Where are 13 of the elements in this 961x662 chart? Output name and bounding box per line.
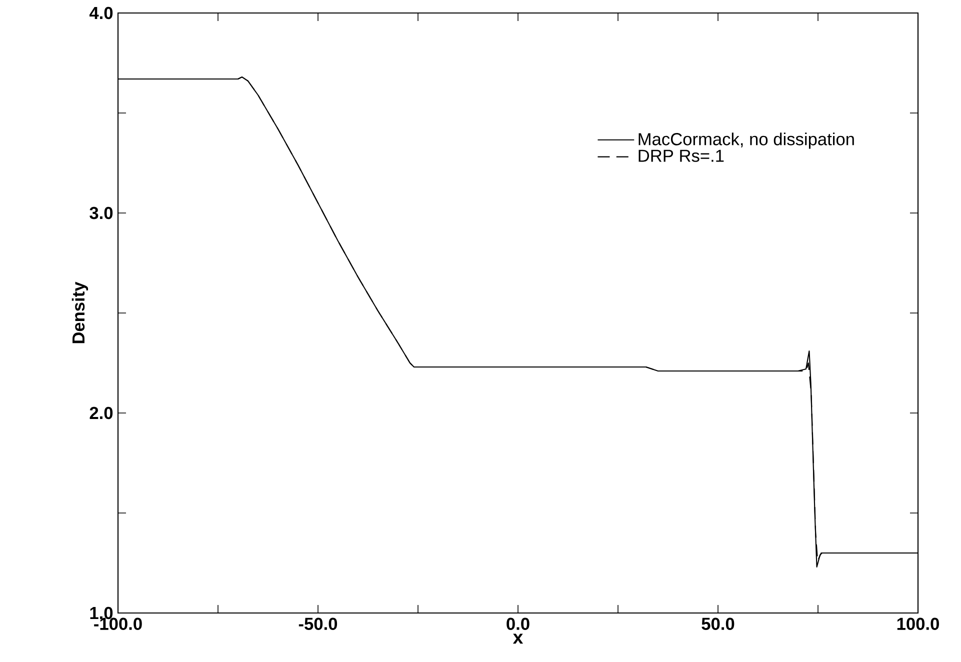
y-tick-label: 3.0 [90,206,113,220]
y-tick-label: 2.0 [90,406,113,420]
y-tick-label: 1.0 [90,606,113,620]
legend-label: DRP Rs=.1 [638,150,724,162]
x-tick-label: 0.0 [506,618,530,630]
y-tick-label: 4.0 [89,6,113,20]
y-axis-title: Density [72,282,88,344]
x-axis-title: x [512,634,524,644]
x-tick-label: -50.0 [298,618,338,630]
legend-label: MacCormack, no dissipation [638,132,854,149]
x-tick-label: 100.0 [897,618,939,630]
x-tick-label: -100.0 [94,618,142,630]
x-tick-label: 50.0 [702,618,734,630]
